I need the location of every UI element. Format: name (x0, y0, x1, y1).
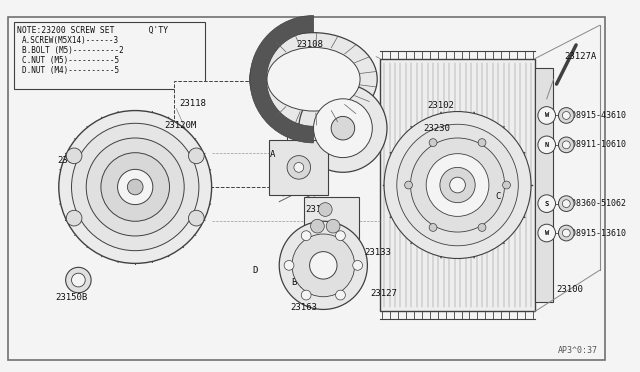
Text: W: W (545, 112, 549, 118)
Text: D.NUT (M4)----------5: D.NUT (M4)----------5 (22, 66, 118, 75)
Circle shape (188, 210, 204, 226)
Circle shape (563, 141, 570, 149)
Circle shape (353, 260, 362, 270)
Text: C.NUT (M5)----------5: C.NUT (M5)----------5 (22, 56, 118, 65)
Circle shape (118, 169, 153, 205)
Bar (535, 68, 552, 302)
Circle shape (335, 290, 346, 300)
Circle shape (478, 139, 486, 147)
Text: AP3^0:37: AP3^0:37 (557, 346, 598, 355)
Text: A.SCREW(M5X14)------3: A.SCREW(M5X14)------3 (22, 36, 118, 45)
Text: B: B (291, 278, 296, 286)
Text: (S)08360-51062: (S)08360-51062 (557, 199, 627, 208)
Wedge shape (250, 16, 314, 143)
Text: 23133: 23133 (364, 248, 391, 257)
Circle shape (326, 219, 340, 233)
Circle shape (559, 108, 574, 123)
Text: 23230: 23230 (423, 124, 450, 133)
Circle shape (279, 221, 367, 310)
Circle shape (101, 153, 170, 221)
Text: 23127A: 23127A (564, 52, 596, 61)
Circle shape (59, 110, 212, 263)
Ellipse shape (250, 33, 377, 126)
Circle shape (314, 99, 372, 158)
Text: A: A (269, 150, 275, 159)
Bar (269, 140, 328, 195)
Text: 23102: 23102 (427, 101, 454, 110)
Circle shape (326, 244, 340, 257)
Text: 23127: 23127 (371, 289, 397, 298)
Circle shape (287, 155, 310, 179)
Text: W: W (545, 230, 549, 236)
Circle shape (538, 107, 556, 124)
Circle shape (331, 116, 355, 140)
Circle shape (294, 163, 304, 172)
Text: 23120N: 23120N (329, 107, 362, 116)
Text: C: C (495, 192, 500, 201)
Circle shape (426, 154, 489, 217)
Bar (13, 22, 205, 89)
Text: N: N (545, 142, 549, 148)
Text: B.BOLT (M5)----------2: B.BOLT (M5)----------2 (22, 46, 124, 55)
Text: 23150: 23150 (57, 156, 84, 165)
Circle shape (127, 179, 143, 195)
Circle shape (450, 177, 465, 193)
Circle shape (299, 84, 387, 172)
Text: 23135: 23135 (306, 205, 333, 214)
Circle shape (310, 251, 337, 279)
Circle shape (563, 112, 570, 119)
Bar (380, 59, 535, 311)
Text: (W)08915-13610: (W)08915-13610 (557, 228, 627, 238)
Circle shape (335, 231, 346, 241)
Circle shape (538, 224, 556, 242)
Text: D: D (252, 266, 257, 275)
Text: NOTE:23200 SCREW SET       Q'TY: NOTE:23200 SCREW SET Q'TY (17, 26, 168, 35)
Circle shape (538, 195, 556, 212)
Bar (174, 81, 287, 187)
Circle shape (559, 137, 574, 153)
Text: 23163: 23163 (290, 303, 317, 312)
Circle shape (563, 200, 570, 208)
Circle shape (310, 244, 324, 257)
Text: B: B (299, 282, 305, 291)
Text: (N)08911-10610: (N)08911-10610 (557, 140, 627, 149)
Circle shape (502, 181, 511, 189)
Circle shape (440, 167, 475, 203)
Text: 23100: 23100 (557, 285, 584, 294)
Text: S: S (545, 201, 549, 206)
Circle shape (86, 138, 184, 236)
Text: (W)08915-43610: (W)08915-43610 (557, 111, 627, 120)
Circle shape (319, 203, 332, 217)
Circle shape (292, 234, 355, 297)
Circle shape (404, 181, 412, 189)
Circle shape (301, 231, 311, 241)
Circle shape (310, 219, 324, 233)
Circle shape (67, 210, 82, 226)
Circle shape (429, 139, 437, 147)
Text: 23120M: 23120M (164, 121, 197, 130)
Circle shape (410, 138, 504, 232)
Circle shape (563, 229, 570, 237)
Circle shape (301, 290, 311, 300)
Circle shape (67, 148, 82, 164)
Circle shape (384, 112, 531, 259)
Circle shape (72, 123, 199, 251)
Circle shape (559, 196, 574, 211)
Text: 23108: 23108 (296, 41, 323, 49)
Bar (304, 197, 358, 265)
Ellipse shape (267, 47, 360, 111)
Circle shape (66, 267, 91, 293)
Text: 23118: 23118 (179, 99, 206, 108)
Circle shape (538, 136, 556, 154)
Bar (255, 182, 400, 310)
Circle shape (397, 124, 518, 246)
Circle shape (478, 224, 486, 231)
Text: 23150B: 23150B (55, 293, 87, 302)
Circle shape (559, 225, 574, 241)
Circle shape (284, 260, 294, 270)
Circle shape (429, 224, 437, 231)
Circle shape (72, 273, 85, 287)
Circle shape (188, 148, 204, 164)
